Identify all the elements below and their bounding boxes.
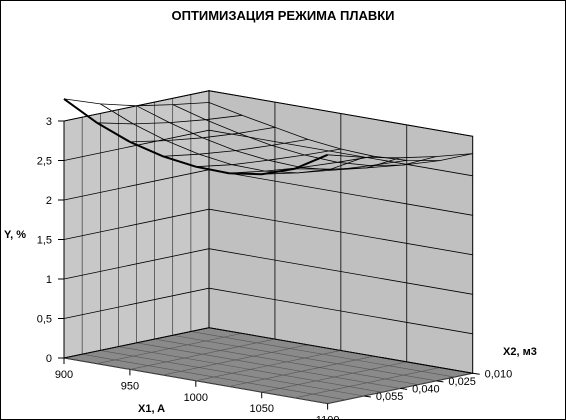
y-tick-label: 0 — [46, 353, 52, 365]
surface-line — [261, 160, 407, 175]
surface-line — [96, 114, 243, 125]
floor-grid-line — [82, 353, 346, 401]
floor-grid-line — [136, 342, 401, 389]
z-tick-label: 0,040 — [412, 383, 440, 395]
z-tick-label: 0,010 — [485, 368, 513, 380]
z-tick — [472, 372, 480, 375]
x-tick-label: 1050 — [249, 403, 273, 415]
surface-line — [195, 148, 341, 168]
surface-line — [327, 153, 473, 159]
y-axis-label: Y, % — [4, 229, 26, 241]
chart-title: ОПТИМИЗАЦИЯ РЕЖИМА ПЛАВКИ — [171, 8, 395, 23]
y-tick-label: 1,5 — [37, 235, 52, 247]
z-axis-label: X2, м3 — [503, 346, 537, 358]
surface-line — [228, 155, 374, 174]
x-axis-label: X1, A — [138, 403, 165, 415]
floor-grid-line — [172, 334, 437, 382]
z-tick — [400, 387, 408, 390]
floor-grid-line — [100, 350, 364, 397]
wall-grid-line — [63, 208, 473, 256]
floor-grid-line — [190, 331, 455, 378]
surface-line — [162, 139, 308, 157]
floor-grid-line — [118, 346, 383, 393]
z-tick-label: 0,025 — [448, 376, 476, 388]
wall-grid-line — [63, 287, 473, 335]
z-tick — [436, 380, 444, 383]
y-tick-label: 1 — [46, 274, 52, 286]
y-tick-label: 0,5 — [37, 314, 52, 326]
x-tick-label: 950 — [121, 380, 139, 392]
x-tick-label: 1100 — [316, 415, 340, 420]
z-tick-label: 0,055 — [376, 391, 404, 403]
y-tick-label: 3 — [46, 116, 52, 128]
surface-line — [63, 98, 210, 107]
surface-line — [129, 126, 275, 143]
y-tick-label: 2,5 — [37, 156, 52, 168]
x-tick-label: 900 — [55, 369, 73, 381]
surface-line — [294, 160, 440, 170]
wall-grid-line — [63, 248, 473, 295]
surface-front-edge — [63, 98, 328, 176]
wall-grid-line — [63, 327, 473, 374]
z-tick — [363, 395, 371, 398]
x-tick-label: 1000 — [184, 392, 208, 404]
wall-grid-line — [63, 129, 473, 177]
floor-grid-line — [154, 338, 419, 385]
y-tick-label: 2 — [46, 195, 52, 207]
